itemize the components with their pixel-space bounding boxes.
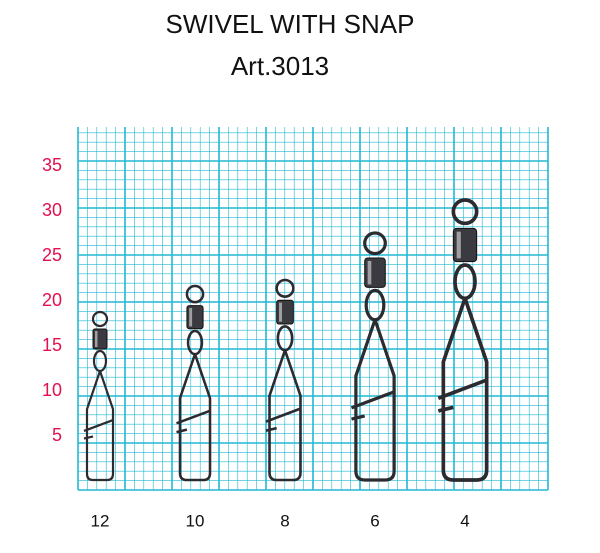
snap (268, 349, 302, 482)
scale-label: 5 (52, 425, 62, 445)
scale-label: 35 (42, 155, 62, 175)
scale-label: 10 (42, 380, 62, 400)
scale-label: 20 (42, 290, 62, 310)
size-label: 8 (280, 511, 289, 530)
barrel-shine (95, 331, 98, 347)
snap (441, 297, 489, 482)
size-label: 10 (186, 511, 205, 530)
snap-clip (265, 407, 301, 432)
barrel-shine (189, 307, 193, 327)
swivel (437, 198, 489, 482)
size-label: 12 (91, 511, 110, 530)
snap-clip (83, 419, 114, 440)
swivel (176, 284, 212, 482)
link (186, 329, 204, 356)
barrel-shine (279, 302, 283, 322)
swivels (83, 198, 489, 482)
link (364, 288, 386, 322)
size-label: 4 (460, 511, 469, 530)
swivel (83, 310, 115, 482)
swivel (350, 231, 396, 482)
grid-paper (77, 127, 549, 491)
scale-label: 15 (42, 335, 62, 355)
snap-clip (350, 390, 395, 421)
snap-clip (176, 409, 211, 434)
barrel-shine (367, 260, 372, 285)
snap (178, 353, 212, 482)
scale-label: 25 (42, 245, 62, 265)
link (453, 263, 477, 301)
eye (91, 310, 109, 328)
eye (185, 284, 205, 304)
snap-clip (437, 378, 488, 413)
eye (451, 198, 479, 226)
barrel-shine (456, 231, 461, 259)
subtitle: Art.3013 (231, 51, 329, 81)
title: SWIVEL WITH SNAP (166, 9, 415, 39)
eye (363, 231, 387, 256)
snap (354, 319, 396, 482)
snap (85, 370, 115, 482)
scale-label: 30 (42, 200, 62, 220)
eye (275, 278, 295, 298)
swivel (265, 278, 302, 482)
size-label: 6 (370, 511, 379, 530)
